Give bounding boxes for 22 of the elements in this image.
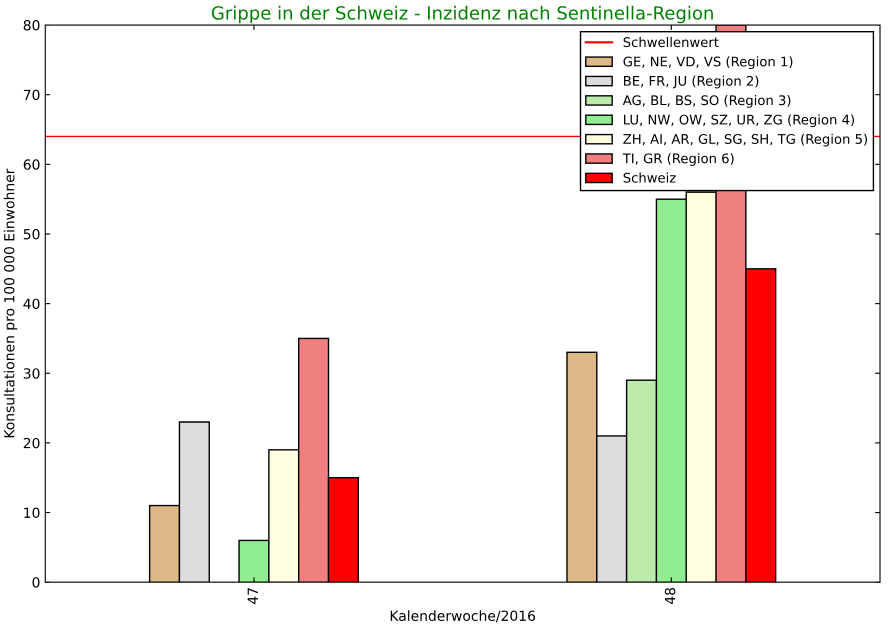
y-tick-label: 0 [32,577,40,588]
legend-label: BE, FR, JU (Region 2) [624,76,758,88]
x-tick-label: 48 [664,588,676,604]
y-tick-label: 10 [24,508,40,518]
legend-label: Schwellenwert [624,36,719,48]
legend-label: TI, GR (Region 6) [622,153,734,166]
legend-label: ZH, AI, AR, GL, SG, SH, TG (Region 5) [623,134,868,147]
y-tick-label: 20 [24,438,40,448]
legend-label: Schweiz [624,172,676,183]
y-tick-label: 80 [24,20,40,31]
y-axis-title: Konsultationen pro 100 000 Einwohner [4,168,18,438]
legend-label: AG, BL, BS, SO (Region 3) [622,95,790,108]
y-tick-label: 40 [23,298,40,310]
chart-title: Grippe in der Schweiz - Inzidenz nach Sentinella-Region [212,6,713,24]
y-tick-label: 30 [24,368,40,379]
y-tick-label: 60 [24,159,40,170]
legend-label: LU, NW, OW, SZ, UR, ZG (Region 4) [624,114,854,128]
y-tick-label: 70 [24,90,40,100]
y-tick-label: 50 [24,228,40,240]
x-axis-title: Kalenderwoche/2016 [390,610,536,622]
x-tick-label: 47 [248,588,258,604]
legend-label: GE, NE, VD, VS (Region 1) [623,56,792,70]
